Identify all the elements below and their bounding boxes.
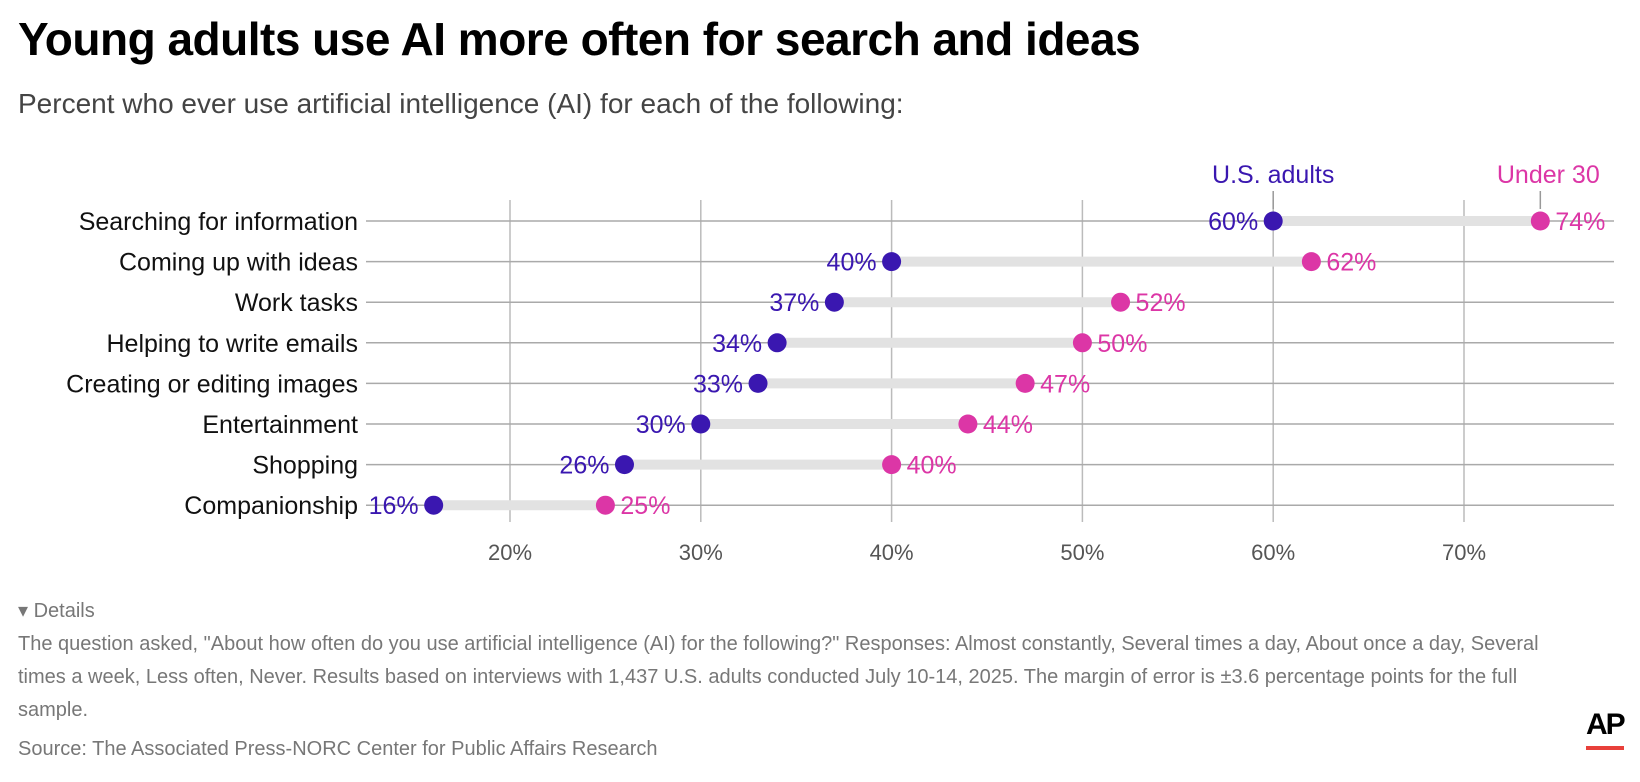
us-adults-value-label: 33% (693, 370, 743, 398)
category-label: Coming up with ideas (119, 249, 358, 277)
details-toggle[interactable]: ▾ Details (18, 598, 95, 623)
category-label: Creating or editing images (66, 370, 358, 398)
us-adults-dot (882, 252, 902, 272)
under-30-value-label: 50% (1097, 330, 1147, 358)
us-adults-value-label: 60% (1208, 208, 1258, 236)
us-adults-dot (1263, 211, 1283, 231)
category-label: Shopping (252, 452, 358, 480)
category-label: Helping to write emails (107, 330, 359, 358)
category-label: Companionship (184, 492, 358, 520)
under-30-value-label: 44% (983, 411, 1033, 439)
details-label: Details (33, 600, 95, 622)
ap-logo-text: AP (1586, 708, 1626, 741)
x-tick-label: 50% (1060, 540, 1104, 565)
us-adults-value-label: 34% (712, 330, 762, 358)
category-label: Searching for information (79, 208, 358, 236)
x-tick-label: 40% (870, 540, 914, 565)
caret-down-icon: ▾ (18, 600, 34, 622)
chart-title: Young adults use AI more often for searc… (18, 13, 1141, 65)
x-tick-label: 60% (1251, 540, 1295, 565)
us-adults-value-label: 40% (827, 249, 877, 277)
x-tick-label: 70% (1442, 540, 1486, 565)
category-label: Entertainment (202, 411, 358, 439)
under-30-dot (1072, 333, 1092, 353)
category-label: Work tasks (235, 289, 358, 317)
legend-us-adults: U.S. adults (1212, 161, 1334, 189)
chart-notes: The question asked, "About how often do … (18, 633, 1539, 721)
under-30-dot (1301, 252, 1321, 272)
under-30-dot (1111, 292, 1131, 312)
x-tick-label: 30% (679, 540, 723, 565)
us-adults-dot (614, 455, 634, 475)
us-adults-dot (824, 292, 844, 312)
under-30-dot (882, 455, 902, 475)
under-30-value-label: 25% (620, 492, 670, 520)
us-adults-dot (424, 495, 444, 515)
us-adults-dot (691, 414, 711, 434)
chart-subtitle: Percent who ever use artificial intellig… (18, 88, 904, 119)
chart-source: Source: The Associated Press-NORC Center… (18, 738, 658, 760)
us-adults-value-label: 26% (559, 452, 609, 480)
legend-under-30: Under 30 (1497, 161, 1600, 189)
under-30-dot (958, 414, 978, 434)
ap-logo-bar (1586, 746, 1624, 750)
dumbbell-chart: 20% 30% 40% 50% 60% 70% Searching for informat… (66, 161, 1614, 565)
us-adults-dot (748, 373, 768, 393)
x-tick-label: 20% (488, 540, 532, 565)
under-30-dot (1015, 373, 1035, 393)
under-30-value-label: 74% (1555, 208, 1605, 236)
us-adults-value-label: 37% (769, 289, 819, 317)
under-30-dot (1530, 211, 1550, 231)
us-adults-value-label: 16% (369, 492, 419, 520)
under-30-value-label: 62% (1326, 249, 1376, 277)
us-adults-value-label: 30% (636, 411, 686, 439)
ap-logo: AP (1586, 710, 1626, 750)
us-adults-dot (767, 333, 787, 353)
under-30-value-label: 47% (1040, 370, 1090, 398)
under-30-value-label: 40% (907, 452, 957, 480)
under-30-value-label: 52% (1136, 289, 1186, 317)
under-30-dot (595, 495, 615, 515)
